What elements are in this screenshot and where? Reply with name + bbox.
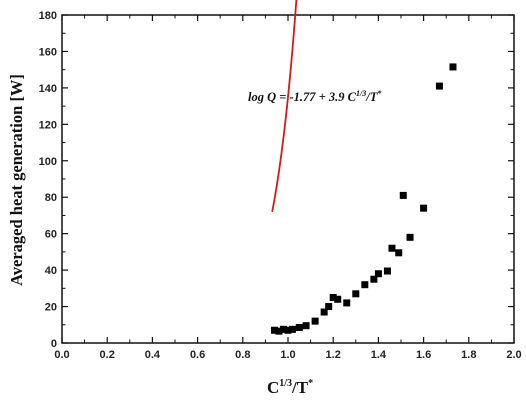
- x-axis-title: C1/3/T*: [267, 378, 313, 397]
- x-axis-title-base: C: [267, 378, 279, 397]
- x-tick-label: 1.0: [280, 349, 295, 361]
- y-tick-label: 180: [39, 10, 57, 22]
- y-tick-label: 80: [45, 192, 57, 204]
- y-axis-title: Averaged heat generation [W]: [7, 74, 26, 286]
- data-point: [370, 275, 378, 283]
- x-tick-label: 0.0: [54, 349, 69, 361]
- y-tick-label: 40: [45, 265, 57, 277]
- data-point: [388, 244, 396, 252]
- x-axis-title-sup2: *: [308, 378, 313, 389]
- y-tick-label: 20: [45, 302, 57, 314]
- data-point: [284, 326, 292, 334]
- data-point: [302, 322, 310, 330]
- data-point: [329, 293, 337, 301]
- y-tick-label: 0: [51, 338, 57, 350]
- x-tick-label: 0.2: [100, 349, 115, 361]
- data-point: [275, 327, 283, 335]
- data-point: [270, 326, 278, 334]
- data-point: [374, 270, 382, 278]
- axis-ticks: [61, 14, 515, 344]
- fit-equation: log Q = -1.77 + 3.9 C1/3/T*: [248, 89, 382, 104]
- fit-equation-sup2: *: [377, 89, 382, 98]
- data-point: [352, 290, 360, 298]
- x-tick-label: 1.2: [326, 349, 341, 361]
- data-point: [334, 295, 342, 303]
- fit-equation-mid: /T: [365, 90, 378, 104]
- fit-equation-prefix: log Q = -1.77 + 3.9 C: [248, 90, 357, 104]
- x-tick-label: 1.6: [416, 349, 431, 361]
- data-point: [325, 303, 333, 311]
- plot-frame: [61, 14, 515, 344]
- data-point: [311, 317, 319, 325]
- x-tick-label: 1.4: [371, 349, 387, 361]
- y-tick-labels: 0 20 40 60 80 100 120 140 160 180: [39, 10, 57, 350]
- y-tick-label: 140: [39, 83, 57, 95]
- data-point: [295, 324, 303, 332]
- data-point: [383, 267, 391, 275]
- data-point: [395, 249, 403, 257]
- data-point: [320, 308, 328, 316]
- data-point: [399, 191, 407, 199]
- fit-curve: [271, 0, 298, 213]
- x-tick-label: 0.6: [190, 349, 205, 361]
- data-point: [361, 281, 369, 289]
- x-tick-label: 1.8: [461, 349, 476, 361]
- data-point: [343, 299, 351, 307]
- data-point: [449, 63, 457, 71]
- y-tick-label: 160: [39, 46, 57, 58]
- x-tick-label: 0.4: [145, 349, 161, 361]
- y-tick-label: 60: [45, 229, 57, 241]
- x-tick-label: 2.0: [506, 349, 521, 361]
- x-tick-labels: 0.0 0.2 0.4 0.6 0.8 1.0 1.2 1.4 1.6 1.8 2.0: [54, 349, 521, 361]
- data-point: [420, 204, 428, 212]
- x-tick-label: 0.8: [235, 349, 250, 361]
- data-point: [435, 82, 443, 90]
- data-points: [270, 63, 457, 335]
- y-tick-label: 120: [39, 119, 57, 131]
- data-point: [289, 325, 297, 333]
- x-axis-title-mid: /T: [291, 378, 309, 397]
- y-tick-label: 100: [39, 156, 57, 168]
- x-axis-title-sup1: 1/3: [279, 378, 292, 389]
- data-point: [406, 233, 414, 241]
- fit-equation-sup1: 1/3: [356, 89, 366, 98]
- data-point: [279, 325, 287, 333]
